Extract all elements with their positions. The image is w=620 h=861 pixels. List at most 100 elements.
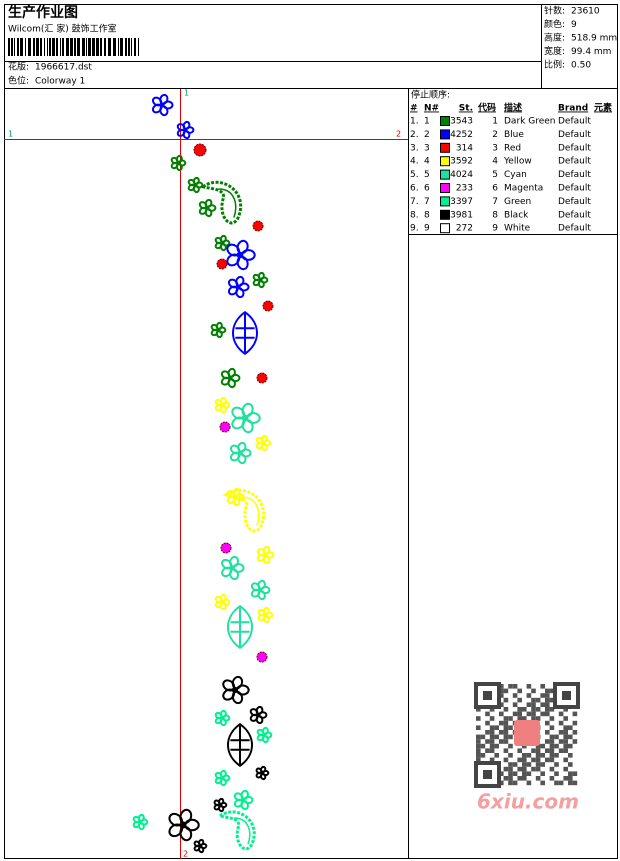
bar-stripe	[40, 38, 42, 56]
qr-code	[474, 682, 580, 788]
qr-module	[476, 739, 481, 744]
colorway: Colorway 1	[35, 77, 85, 87]
qr-module	[522, 762, 527, 767]
center	[229, 565, 235, 571]
qr-module	[549, 757, 555, 763]
qr-module	[526, 693, 532, 698]
qr-module	[531, 707, 536, 712]
color-swatch	[440, 142, 450, 153]
center	[262, 733, 266, 737]
stat-label: 颜色:	[544, 18, 565, 30]
cell: Dark Green	[504, 117, 555, 127]
qr-module	[522, 707, 527, 712]
color-swatch	[440, 209, 450, 220]
qr-module	[540, 711, 545, 717]
qr-module	[531, 766, 536, 772]
border	[4, 4, 618, 859]
qr-module	[517, 711, 522, 717]
design: 1966617.dst	[35, 63, 92, 73]
qr-module	[535, 748, 541, 753]
bar-stripe	[36, 38, 39, 56]
qr-module	[540, 702, 545, 707]
bar-stripe	[17, 38, 19, 56]
qr-module	[489, 757, 495, 763]
qr-module	[485, 739, 490, 744]
qr-module	[503, 776, 509, 781]
qr-module	[535, 743, 541, 749]
qr-module	[558, 748, 564, 753]
qr-module	[503, 739, 509, 744]
qr-module	[531, 702, 536, 707]
cell: 1	[492, 117, 498, 127]
bar-stripe	[134, 38, 136, 56]
qr-module	[476, 707, 481, 712]
center	[260, 771, 264, 775]
cell: 8	[424, 210, 430, 220]
qr-module	[545, 693, 550, 698]
qr-module	[545, 757, 550, 763]
center	[262, 552, 268, 558]
center	[179, 821, 187, 829]
qr-module	[545, 707, 550, 712]
qr-module	[499, 730, 504, 735]
dot	[262, 300, 274, 312]
qr-module	[563, 757, 568, 763]
qr-module	[485, 748, 490, 753]
qr-module	[554, 762, 559, 767]
cell: Default	[558, 224, 591, 234]
stat-value: 9	[571, 20, 577, 30]
qr-module	[554, 753, 559, 758]
qr-module	[549, 734, 555, 740]
qr-module	[489, 730, 495, 735]
bar-stripe	[118, 38, 119, 56]
bar-stripe	[25, 38, 26, 56]
qr-module	[508, 734, 513, 740]
petal	[231, 675, 244, 690]
qr-module	[540, 684, 545, 689]
qr-module	[568, 762, 573, 767]
cell: Magenta	[504, 184, 543, 194]
dot	[219, 421, 231, 433]
center	[220, 600, 224, 604]
qr-module	[499, 702, 504, 707]
qr-module	[572, 780, 578, 786]
bar-stripe	[120, 38, 123, 56]
center	[176, 161, 180, 165]
center	[220, 716, 224, 720]
cell: White	[504, 224, 531, 234]
qr-module	[512, 711, 518, 717]
qr-module	[526, 753, 532, 758]
cell: 314	[456, 143, 473, 153]
qr-module	[512, 702, 518, 707]
qr-module	[508, 766, 513, 772]
qr-module	[489, 734, 495, 740]
cell: 6.	[410, 184, 419, 194]
cell: Default	[558, 184, 591, 194]
stat-label: 针数:	[544, 5, 565, 17]
qr-module	[512, 684, 518, 689]
qr-module	[540, 693, 545, 698]
qr-module	[572, 771, 578, 776]
color-swatch	[440, 156, 450, 167]
center	[263, 613, 267, 617]
center	[237, 450, 243, 456]
center	[261, 441, 265, 445]
center	[198, 844, 202, 848]
guide-label: 1	[184, 89, 189, 98]
bar-stripe	[108, 38, 111, 56]
column-header: N#	[424, 104, 439, 114]
cell: 3.	[410, 143, 419, 153]
color-swatch	[440, 223, 450, 234]
qr-module	[563, 707, 568, 712]
qr-module	[508, 771, 513, 776]
qr-module	[531, 697, 536, 703]
qr-module	[540, 780, 545, 786]
qr-module	[489, 725, 495, 730]
paisley	[222, 488, 265, 533]
cell: 8.	[410, 210, 419, 220]
cell: Default	[558, 117, 591, 127]
cell: 5	[492, 170, 498, 180]
qr-module	[531, 711, 536, 717]
qr-module	[526, 702, 532, 707]
qr-module	[572, 720, 578, 726]
